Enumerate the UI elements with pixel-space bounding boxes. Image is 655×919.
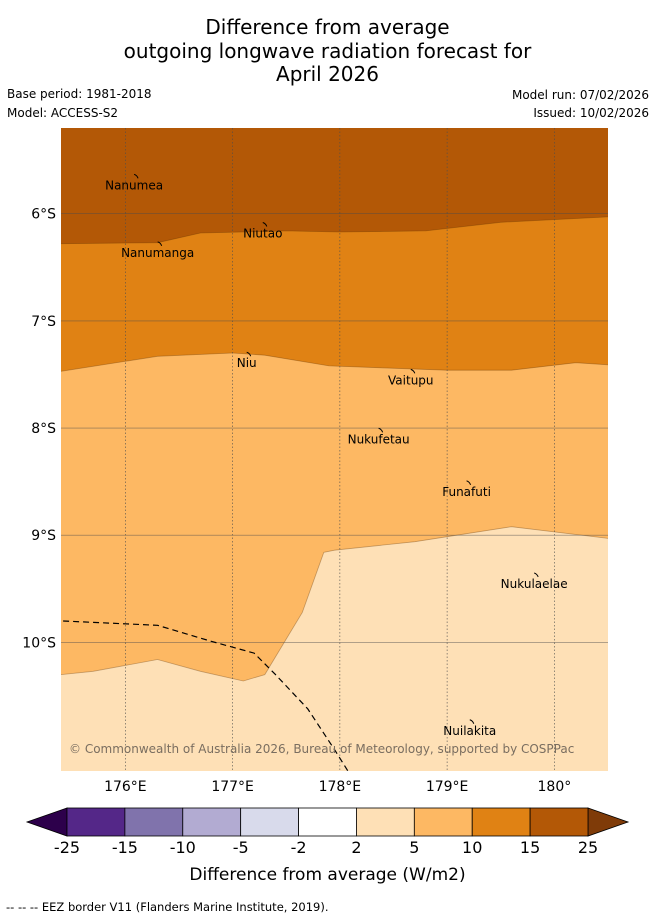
island-nukufetau: Nukufetau	[348, 427, 410, 446]
eez-legend: -- -- -- EEZ border V11 (Flanders Marine…	[6, 900, 329, 914]
issued-date: Issued: 10/02/2026	[533, 106, 649, 120]
colorbar-tick-label: -2	[291, 838, 307, 857]
graticule	[61, 128, 608, 771]
title-line-3: April 2026	[276, 62, 379, 86]
map-area: Nanumea Nanumanga Niutao Niu Vaitupu Nukufeta…	[61, 128, 608, 771]
island-name: Niutao	[243, 227, 282, 241]
model-name: Model: ACCESS-S2	[7, 106, 119, 120]
island-shape	[246, 351, 252, 357]
island-name: Niu	[237, 356, 257, 370]
colorbar-tick-label: -10	[170, 838, 196, 857]
colorbar-tick-label: -25	[54, 838, 80, 857]
island-shape	[133, 173, 139, 179]
band-2-5	[61, 526, 608, 771]
latitude-tick-label: 7°S	[31, 314, 56, 330]
colorbar-segment	[240, 807, 299, 837]
island-shape	[262, 222, 268, 227]
eez-legend-dashes: -- -- --	[6, 900, 39, 914]
copyright-credit: © Commonwealth of Australia 2026, Bureau…	[69, 742, 574, 756]
latitude-tick-label: 8°S	[31, 421, 56, 437]
island-nanumea: Nanumea	[105, 173, 163, 192]
island-niutao: Niutao	[243, 222, 282, 241]
colorbar-segment	[471, 807, 531, 837]
longitude-tick-label: 177°E	[211, 779, 254, 795]
colorbar-label: Difference from average (W/m2)	[189, 865, 465, 885]
longitude-tick-labels: 176°E 177°E 178°E 179°E 180°	[104, 779, 571, 795]
colorbar-over-arrow	[587, 807, 630, 837]
island-labels: Nanumea Nanumanga Niutao Niu Vaitupu Nukufeta…	[105, 173, 568, 738]
island-nuilakita: Nuilakita	[443, 719, 496, 738]
chart-title: Difference from average outgoing longwav…	[0, 15, 655, 87]
island-name: Nuilakita	[443, 724, 496, 738]
island-name: Nanumea	[105, 178, 163, 192]
colorbar-segment	[298, 807, 357, 837]
island-funafuti: Funafuti	[442, 480, 491, 499]
longitude-tick-label: 176°E	[104, 779, 147, 795]
colorbar-tick-label: 10	[462, 838, 482, 857]
title-line-2: outgoing longwave radiation forecast for	[123, 38, 532, 63]
colorbar-tick-label: -5	[233, 838, 249, 857]
colorbar-segment	[413, 807, 473, 837]
title-line-1: Difference from average	[205, 15, 450, 39]
island-shape	[410, 368, 416, 374]
contour-bands	[61, 128, 608, 771]
colorbar-segment	[529, 807, 589, 837]
colorbar-under-arrow	[25, 807, 68, 837]
colorbar-tick-label: 2	[351, 838, 361, 857]
island-shape	[469, 719, 475, 724]
eez-legend-text: EEZ border V11 (Flanders Marine Institut…	[41, 900, 329, 914]
island-name: Funafuti	[442, 485, 491, 499]
latitude-tick-label: 10°S	[22, 635, 56, 651]
colorbar-tick-label: 25	[578, 838, 598, 857]
longitude-tick-label: 179°E	[426, 779, 469, 795]
colorbar-segment	[182, 807, 242, 837]
island-shape	[378, 427, 384, 433]
island-nanumanga: Nanumanga	[121, 241, 194, 260]
island-shape	[157, 241, 163, 246]
latitude-tick-label: 9°S	[31, 528, 56, 544]
longitude-tick-label: 180°	[538, 779, 572, 795]
island-name: Nukulaelae	[501, 577, 568, 591]
island-shape	[466, 480, 472, 485]
island-name: Nukufetau	[348, 432, 410, 446]
colorbar-segment	[356, 807, 415, 837]
colorbar-tick-label: 5	[409, 838, 419, 857]
island-name: Nanumanga	[121, 246, 194, 260]
island-nukulaelae: Nukulaelae	[501, 572, 568, 591]
latitude-tick-labels: 6°S 7°S 8°S 9°S 10°S	[22, 207, 56, 652]
latitude-tick-label: 6°S	[31, 207, 56, 223]
colorbar-segment	[66, 807, 126, 837]
colorbar-segment	[124, 807, 184, 837]
eez-border-line	[63, 620, 349, 771]
island-vaitupu: Vaitupu	[388, 368, 434, 387]
island-name: Vaitupu	[388, 373, 434, 387]
base-period: Base period: 1981-2018	[7, 87, 152, 101]
model-run: Model run: 07/02/2026	[511, 88, 649, 102]
island-niu: Niu	[237, 351, 257, 370]
colorbar: -25 -15 -10 -5 -2 2 5 10 15 25	[25, 807, 630, 857]
island-shape	[533, 572, 539, 578]
colorbar-tick-label: 15	[520, 838, 540, 857]
forecast-map: Nanumea Nanumanga Niutao Niu Vaitupu Nukufeta…	[22, 128, 630, 885]
longitude-tick-label: 178°E	[319, 779, 362, 795]
colorbar-tick-label: -15	[112, 838, 138, 857]
